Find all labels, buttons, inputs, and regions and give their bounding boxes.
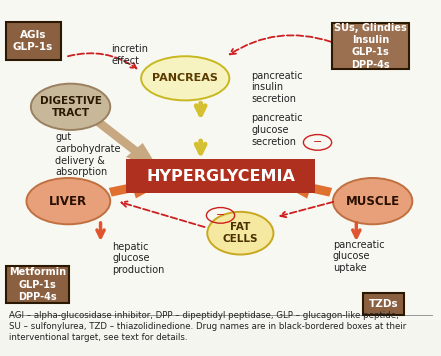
Text: incretin
effect: incretin effect [112, 44, 149, 66]
FancyBboxPatch shape [5, 22, 60, 59]
Text: −: − [216, 210, 225, 220]
Ellipse shape [207, 212, 273, 255]
Text: −: − [313, 137, 322, 147]
FancyArrow shape [109, 177, 170, 198]
Text: HYPERGLYCEMIA: HYPERGLYCEMIA [146, 169, 295, 184]
Text: hepatic
glucose
production: hepatic glucose production [112, 241, 165, 275]
FancyBboxPatch shape [332, 23, 409, 69]
Text: PANCREAS: PANCREAS [152, 73, 218, 83]
Text: MUSCLE: MUSCLE [346, 195, 400, 208]
Ellipse shape [141, 56, 229, 100]
Text: Metformin
GLP-1s
DPP-4s: Metformin GLP-1s DPP-4s [9, 267, 66, 302]
FancyBboxPatch shape [0, 0, 441, 320]
Text: AGIs
GLP-1s: AGIs GLP-1s [13, 30, 53, 52]
Ellipse shape [26, 178, 110, 224]
FancyArrow shape [91, 116, 159, 169]
Text: FAT
CELLS: FAT CELLS [223, 222, 258, 244]
Text: SUs, Glindies
Insulin
GLP-1s
DPP-4s: SUs, Glindies Insulin GLP-1s DPP-4s [334, 23, 407, 70]
FancyBboxPatch shape [363, 293, 404, 315]
Text: pancreatic
insulin
secretion: pancreatic insulin secretion [251, 70, 303, 104]
Text: gut
carbohydrate
delivery &
absorption: gut carbohydrate delivery & absorption [55, 132, 121, 177]
FancyArrow shape [273, 177, 332, 199]
Text: pancreatic
glucose
uptake: pancreatic glucose uptake [333, 240, 385, 273]
FancyBboxPatch shape [5, 266, 70, 303]
Ellipse shape [31, 84, 110, 130]
Text: pancreatic
glucose
secretion: pancreatic glucose secretion [251, 113, 303, 147]
Text: LIVER: LIVER [49, 195, 87, 208]
Text: DIGESTIVE
TRACT: DIGESTIVE TRACT [40, 96, 101, 117]
FancyBboxPatch shape [126, 159, 315, 193]
Ellipse shape [333, 178, 412, 224]
Text: AGI – alpha-glucosidase inhibitor, DPP – dipeptidyl peptidase, GLP – glucagon-li: AGI – alpha-glucosidase inhibitor, DPP –… [9, 311, 406, 342]
Text: TZDs: TZDs [369, 299, 399, 309]
